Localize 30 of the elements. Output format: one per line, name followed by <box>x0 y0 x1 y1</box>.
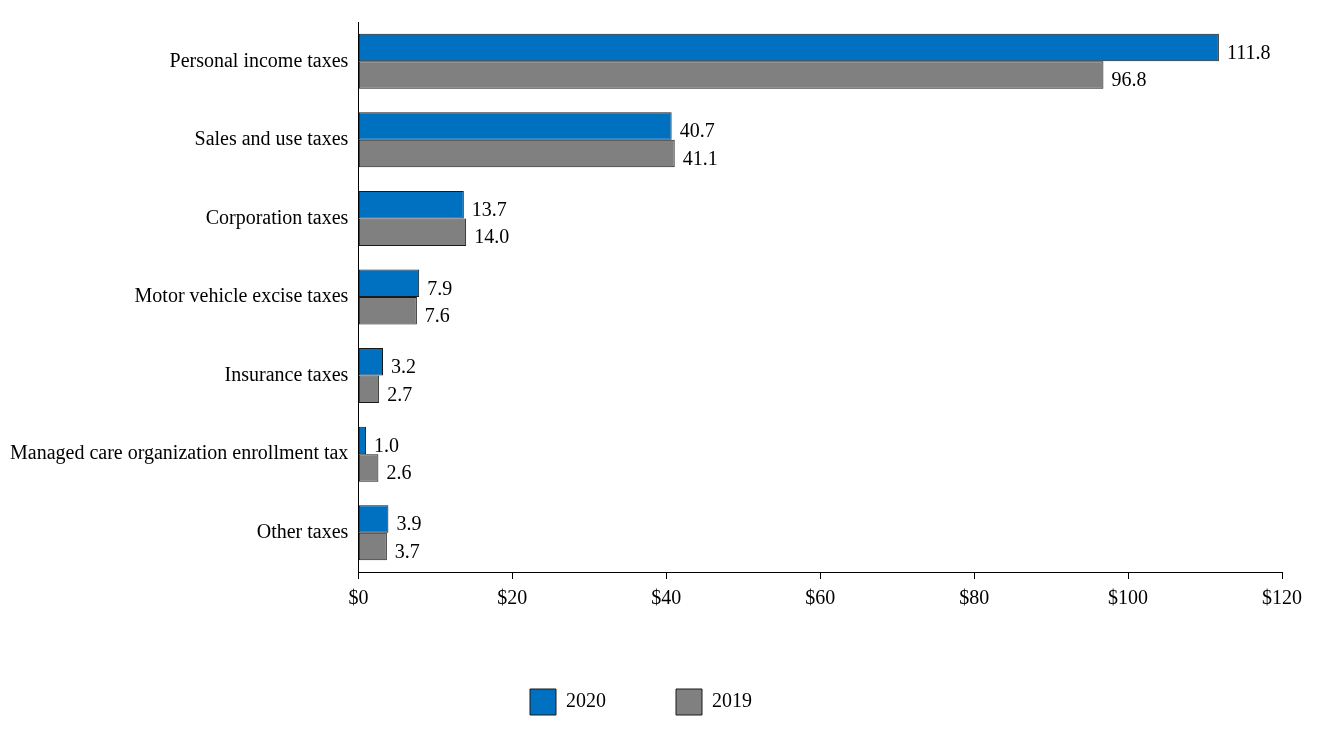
data-label: 7.6 <box>424 304 450 326</box>
data-label: 3.9 <box>396 512 422 535</box>
data-label: 13.7 <box>471 197 507 220</box>
data-label: 14.0 <box>474 225 510 248</box>
data-label: 7.9 <box>427 276 453 299</box>
y-tick-label: Motor vehicle excise taxes <box>134 284 349 307</box>
x-tick-label: $120 <box>1262 586 1302 609</box>
data-label: 2.7 <box>387 382 413 405</box>
y-tick-label: Other taxes <box>256 519 349 542</box>
data-label: 1.0 <box>374 433 400 456</box>
legend-label: 2020 <box>566 689 606 712</box>
x-tick-label: $20 <box>497 586 528 609</box>
y-tick-label: Managed care organization enrollment tax <box>9 441 349 465</box>
data-label: 41.1 <box>682 146 718 169</box>
data-label: 3.7 <box>394 539 420 562</box>
x-tick-label: $0 <box>348 586 369 609</box>
data-label: 2.6 <box>386 461 412 484</box>
data-label: 96.8 <box>1111 68 1147 91</box>
data-label: 111.8 <box>1226 40 1271 63</box>
data-label: 3.2 <box>391 355 417 378</box>
x-tick-label: $40 <box>651 586 682 609</box>
y-tick-label: Personal income taxes <box>169 48 349 71</box>
y-tick-label: Corporation taxes <box>205 205 349 229</box>
x-tick-label: $60 <box>805 586 836 609</box>
y-tick-label: Sales and use taxes <box>194 127 349 150</box>
x-tick-label: $80 <box>959 586 990 609</box>
legend-label: 2019 <box>712 689 752 712</box>
x-tick-label: $100 <box>1108 586 1149 609</box>
data-label: 40.7 <box>679 119 715 142</box>
y-tick-label: Insurance taxes <box>224 362 349 385</box>
